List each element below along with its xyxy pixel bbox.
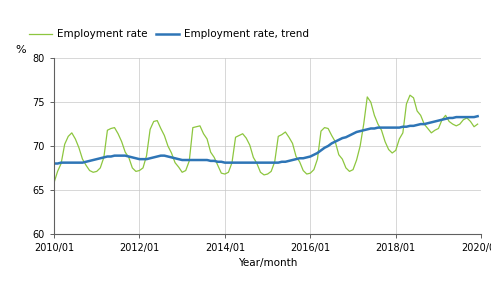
Employment rate, trend: [165, 155, 171, 158]
Employment rate: [464, 116, 470, 120]
Employment rate: [286, 135, 292, 139]
Employment rate, trend: [140, 157, 146, 161]
Employment rate: [407, 93, 413, 97]
Employment rate: [475, 122, 481, 126]
Employment rate: [386, 148, 392, 151]
Employment rate, trend: [386, 126, 392, 129]
Employment rate: [165, 144, 171, 148]
Text: %: %: [16, 45, 26, 55]
Line: Employment rate, trend: Employment rate, trend: [54, 116, 478, 164]
Employment rate: [51, 181, 57, 185]
Employment rate: [140, 166, 146, 170]
Employment rate, trend: [475, 114, 481, 118]
Employment rate: [343, 166, 349, 170]
Line: Employment rate: Employment rate: [54, 95, 478, 183]
Employment rate, trend: [343, 135, 349, 139]
Employment rate, trend: [461, 115, 466, 119]
Employment rate, trend: [286, 159, 292, 163]
Legend: Employment rate, Employment rate, trend: Employment rate, Employment rate, trend: [25, 25, 313, 44]
Employment rate, trend: [51, 162, 57, 165]
X-axis label: Year/month: Year/month: [238, 258, 297, 268]
